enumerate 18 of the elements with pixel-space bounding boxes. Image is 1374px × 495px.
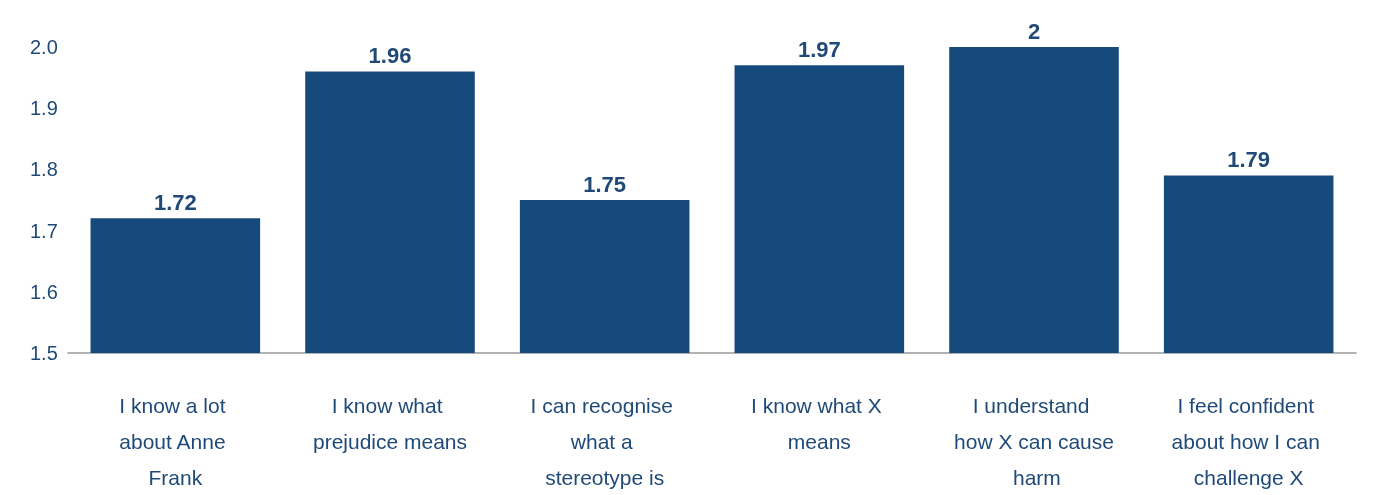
data-label: 1.75: [583, 171, 627, 197]
data-label: 1.79: [1227, 147, 1271, 173]
x-tick-label: I know what prejudice means: [312, 393, 468, 453]
y-tick-label: 1.5: [30, 342, 58, 364]
data-label: 1.96: [368, 42, 412, 68]
y-tick-label: 1.8: [30, 158, 58, 181]
data-label: 1.72: [153, 189, 197, 215]
data-label: 1.97: [797, 36, 841, 62]
data-label: 2: [1027, 18, 1041, 44]
x-tick-label: I know a lot about Anne Frank: [119, 393, 232, 489]
x-tick-label: I know what X means: [751, 393, 888, 453]
y-tick-label: 1.7: [30, 219, 58, 242]
y-tick-label: 1.6: [30, 280, 58, 303]
y-tick-label: 1.9: [30, 97, 58, 120]
y-tick-label: 2.0: [30, 36, 58, 58]
x-tick-label: I feel confident about how I can challenge X: [1171, 393, 1326, 489]
x-tick-label: I understand how X can cause harm: [954, 393, 1114, 489]
x-tick-label: I can recognise what a stereotype is: [530, 393, 679, 489]
